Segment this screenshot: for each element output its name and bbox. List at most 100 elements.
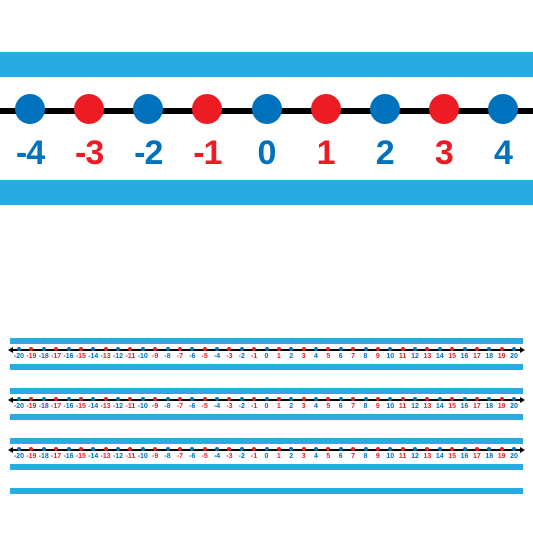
- tick: -16: [64, 447, 74, 460]
- tick: 11: [398, 397, 408, 410]
- tick-label: -15: [76, 453, 86, 460]
- tick-label: -2: [134, 134, 162, 173]
- tick-label: 18: [485, 453, 493, 460]
- tick-dot: [450, 397, 454, 401]
- small-bottom-band: [10, 364, 523, 370]
- small-number-line-strip: -20-19-18-17-16-15-14-13-12-11-10-9-8-7-…: [10, 438, 523, 470]
- tick-label: -7: [177, 453, 183, 460]
- tick-dot: [128, 347, 132, 351]
- tick: -12: [113, 347, 123, 360]
- tick-dot: [252, 397, 256, 401]
- tick-label: -17: [51, 353, 61, 360]
- tick-label: -2: [239, 453, 245, 460]
- tick: 20: [509, 397, 519, 410]
- tick-dot: [487, 347, 491, 351]
- tick-label: -1: [251, 403, 257, 410]
- tick: 7: [348, 397, 358, 410]
- tick: 19: [497, 347, 507, 360]
- tick: -13: [101, 397, 111, 410]
- tick: -19: [26, 397, 36, 410]
- tick-dot: [17, 447, 21, 451]
- tick-dot: [512, 347, 516, 351]
- tick: 19: [497, 447, 507, 460]
- tick: 13: [422, 347, 432, 360]
- tick-label: 0: [265, 453, 269, 460]
- tick: -17: [51, 347, 61, 360]
- tick: 15: [447, 347, 457, 360]
- tick-dot: [240, 447, 244, 451]
- tick-dot: [79, 347, 83, 351]
- tick-dot: [104, 397, 108, 401]
- tick: 2: [365, 94, 405, 173]
- tick-label: 1: [277, 353, 281, 360]
- tick-dot: [326, 447, 330, 451]
- tick-label: 1: [317, 134, 335, 173]
- tick-label: -5: [202, 453, 208, 460]
- tick-dot: [277, 347, 281, 351]
- tick-dot: [488, 94, 518, 124]
- tick: -8: [163, 347, 173, 360]
- tick-label: -13: [101, 453, 111, 460]
- tick-label: -19: [26, 353, 36, 360]
- tick-dot: [376, 447, 380, 451]
- tick-label: 7: [351, 453, 355, 460]
- tick-label: -4: [214, 403, 220, 410]
- tick: -11: [125, 347, 135, 360]
- tick: 1: [274, 447, 284, 460]
- tick: 6: [336, 397, 346, 410]
- tick-dot: [429, 94, 459, 124]
- tick-dot: [302, 447, 306, 451]
- tick-label: -8: [164, 453, 170, 460]
- tick: -19: [26, 447, 36, 460]
- tick-label: -3: [226, 403, 232, 410]
- tick: -3: [69, 94, 109, 173]
- tick-dot: [289, 397, 293, 401]
- tick-label: 11: [399, 353, 406, 360]
- tick: 10: [385, 447, 395, 460]
- tick: -2: [128, 94, 168, 173]
- tick: -20: [14, 447, 24, 460]
- tick-label: -18: [39, 403, 49, 410]
- tick-label: 3: [302, 353, 306, 360]
- tick-label: -5: [202, 403, 208, 410]
- tick-dot: [141, 397, 145, 401]
- tick-dot: [388, 397, 392, 401]
- tick-dot: [91, 397, 95, 401]
- tick-label: -9: [152, 353, 158, 360]
- tick-label: -4: [214, 353, 220, 360]
- tick-dot: [314, 447, 318, 451]
- tick-label: 18: [485, 403, 493, 410]
- tick-label: 9: [376, 453, 380, 460]
- tick: -6: [187, 447, 197, 460]
- tick-label: 19: [498, 403, 506, 410]
- tick-dot: [425, 447, 429, 451]
- tick-dot: [351, 447, 355, 451]
- tick: 3: [299, 447, 309, 460]
- tick-dot: [67, 397, 71, 401]
- tick: 10: [385, 347, 395, 360]
- tick-label: 4: [314, 403, 318, 410]
- tick-dot: [463, 347, 467, 351]
- tick: 9: [373, 397, 383, 410]
- tick-dot: [29, 397, 33, 401]
- tick-dot: [91, 447, 95, 451]
- tick-label: -4: [214, 453, 220, 460]
- tick: 14: [435, 347, 445, 360]
- tick-dot: [311, 94, 341, 124]
- tick-label: -16: [63, 353, 73, 360]
- tick: 18: [484, 397, 494, 410]
- tick: 16: [460, 347, 470, 360]
- tick-dot: [166, 447, 170, 451]
- tick-label: 1: [277, 403, 281, 410]
- tick-label: -8: [164, 353, 170, 360]
- tick-dot: [314, 347, 318, 351]
- tick-label: 9: [376, 403, 380, 410]
- tick-dot: [141, 347, 145, 351]
- tick-label: 2: [289, 403, 293, 410]
- tick-dot: [438, 347, 442, 351]
- tick: 13: [422, 447, 432, 460]
- tick: -2: [237, 397, 247, 410]
- tick-dot: [215, 447, 219, 451]
- tick-dot: [104, 347, 108, 351]
- tick-dot: [67, 347, 71, 351]
